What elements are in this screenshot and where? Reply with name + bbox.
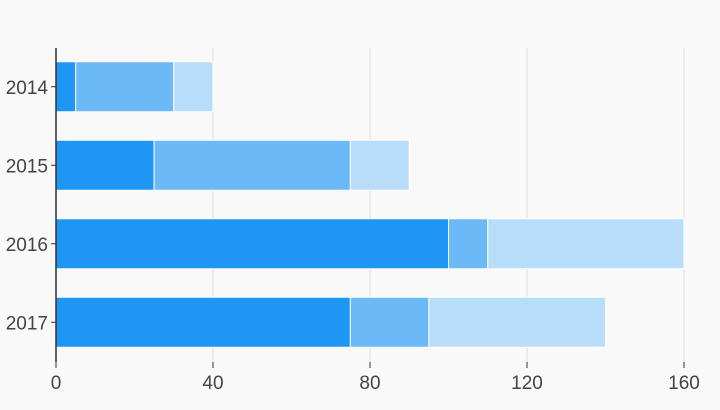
axes [51, 48, 685, 368]
bar-2016-segment-3 [487, 218, 685, 270]
bar-2017-segment-3 [428, 296, 606, 348]
x-tick-label: 120 [511, 373, 543, 394]
bar-2016-segment-2 [448, 218, 489, 270]
x-tick-label: 0 [51, 373, 62, 394]
bar-2017-segment-1 [55, 296, 351, 348]
y-tick-label: 2014 [6, 78, 49, 99]
bar-2014-segment-2 [75, 61, 175, 113]
tick-labels: 0 40 80 120 160 2014 2015 2016 2017 [6, 78, 700, 394]
x-tick-label: 80 [359, 373, 380, 394]
bar-2015-segment-2 [153, 139, 351, 191]
bars [55, 61, 685, 348]
x-tick-label: 40 [202, 373, 223, 394]
bar-2014-segment-1 [55, 61, 77, 113]
y-tick-label: 2017 [6, 313, 48, 334]
x-tick-label: 160 [668, 373, 700, 394]
y-tick-label: 2016 [6, 235, 48, 256]
bar-2017-segment-2 [349, 296, 430, 348]
bar-2016-segment-1 [55, 218, 449, 270]
bar-2014-segment-3 [173, 61, 214, 113]
y-tick-label: 2015 [6, 156, 48, 177]
bar-2015-segment-3 [349, 139, 410, 191]
bar-2015-segment-1 [55, 139, 155, 191]
